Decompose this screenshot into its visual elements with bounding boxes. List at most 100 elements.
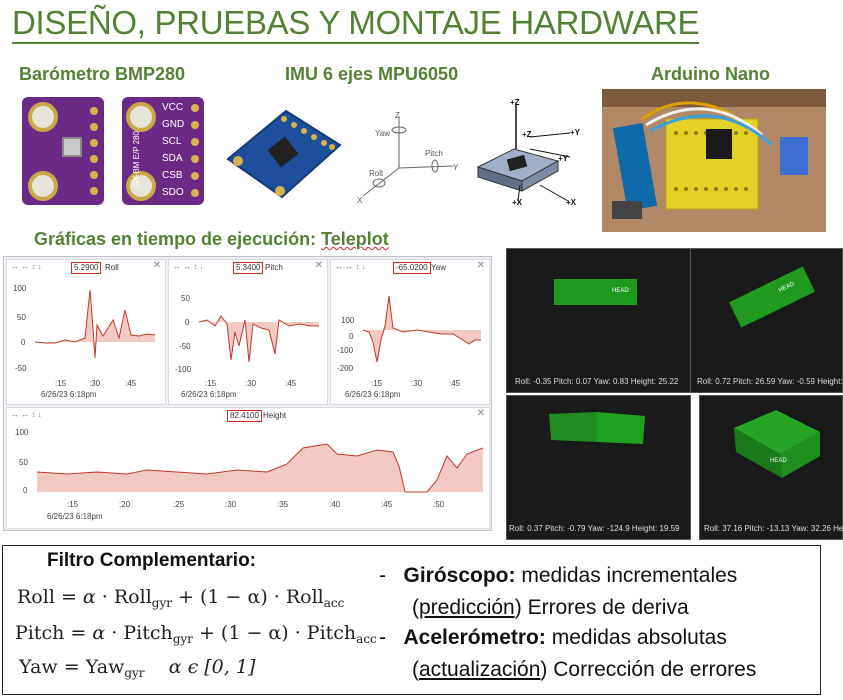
x-tick: :30 xyxy=(411,379,423,388)
y-tick: 0 xyxy=(23,486,28,495)
eq-lhs: Roll xyxy=(17,586,55,608)
plot-toolbar: ↔ ↔ ↕ ↓ ✕ xyxy=(173,260,323,271)
roll-equation: Roll = α · Rollgyr + (1 − α) · Rollacc xyxy=(17,586,345,610)
chip-axis-label: +X xyxy=(512,198,523,207)
y-tick: 0 xyxy=(349,332,354,341)
height-name: Height xyxy=(263,411,287,420)
y-tick: -200 xyxy=(337,364,354,373)
eq-term: Yaw xyxy=(85,656,125,678)
sim-readout: Roll: 0.72 Pitch: 26.59 Yaw: -0.59 Heigh… xyxy=(697,377,843,386)
eq-alpha: α xyxy=(82,586,96,608)
y-tick: -100 xyxy=(337,346,354,355)
plot-date: 6/26/23 6:18pm xyxy=(345,390,401,399)
eq-lhs: Yaw xyxy=(19,656,58,678)
sim-view-2: HEAD Roll: 0.72 Pitch: 26.59 Yaw: -0.59 … xyxy=(690,248,843,393)
head-label: HEAD xyxy=(777,281,796,294)
y-tick: 50 xyxy=(19,458,28,467)
sim-view-4: HEAD Roll: 37.16 Pitch: -13.13 Yaw: 32.2… xyxy=(699,395,843,540)
bmp280-front-image xyxy=(22,97,104,205)
x-tick: :40 xyxy=(329,500,341,509)
plot-toolbar: ↔ ↔ ↕ ↓ ✕ xyxy=(11,408,485,419)
y-tick: 100 xyxy=(13,284,27,293)
axis-label: X xyxy=(357,196,363,205)
yaw-plot-panel: ↔ ↔ ↕ ↓ ✕ -65.0200 Yaw 100 0 -100 -200 :1… xyxy=(330,259,490,405)
head-cube xyxy=(549,412,645,444)
pitch-value: 5.3400 xyxy=(233,262,264,274)
sim-view-3: Roll: 0.37 Pitch: -0.79 Yaw: -124.9 Heig… xyxy=(506,395,691,540)
eq-term: Roll xyxy=(285,586,324,608)
yaw-equation: Yaw = Yawgyr α ϵ [0, 1] xyxy=(19,656,256,680)
pin-label: CSB xyxy=(162,170,183,181)
arduino-photo xyxy=(602,89,826,232)
imu-axes-diagram: Yaw Z Pitch Y Roll X xyxy=(357,111,459,205)
axis-label: Yaw xyxy=(375,129,390,138)
bullet-bold: Acelerómetro: xyxy=(403,626,546,649)
yaw-line-chart xyxy=(363,295,481,363)
page-title: DISEÑO, PRUEBAS Y MONTAJE HARDWARE xyxy=(12,6,700,44)
roll-plot-panel: ↔ ↔ ↕ ↓ ✕ 5.2900 Roll 100 50 0 -50 :15 :3… xyxy=(6,259,166,405)
y-tick: -50 xyxy=(15,364,27,373)
plot-date: 6/26/23 6:18pm xyxy=(41,390,97,399)
teleplot-window: ↔ ↔ ↕ ↓ ✕ 5.2900 Roll 100 50 0 -50 :15 :3… xyxy=(3,256,492,531)
accel-bullet-line2: (actualización) Corrección de errores xyxy=(412,658,757,681)
x-tick: :30 xyxy=(245,379,257,388)
bullet-underlined: actualización xyxy=(419,658,541,681)
pin-label: VCC xyxy=(162,102,184,113)
pitch-name: Pitch xyxy=(265,263,283,272)
eq-sub: acc xyxy=(323,596,345,610)
gyro-bullet-line2: (predicción) Errores de deriva xyxy=(412,596,689,619)
x-tick: :20 xyxy=(119,500,131,509)
accel-bullet: - Acelerómetro: medidas absolutas xyxy=(379,626,727,649)
pitch-plot-panel: ↔ ↔ ↕ ↓ ✕ 5.3400 Pitch 50 0 -50 -100 :15 … xyxy=(168,259,328,405)
plot-date: 6/26/23 6:18pm xyxy=(181,390,237,399)
roll-line-chart xyxy=(35,289,156,359)
x-tick: :45 xyxy=(285,379,297,388)
chip-axis-label: +X xyxy=(566,198,577,207)
head-label: HEAD xyxy=(770,458,787,464)
eq-term: Roll xyxy=(113,586,152,608)
x-tick: :35 xyxy=(277,500,289,509)
complementary-filter-box: Filtro Complementario: Roll = α · Rollgy… xyxy=(2,545,821,695)
filter-title: Filtro Complementario: xyxy=(47,550,257,571)
eq-lhs: Pitch xyxy=(15,622,65,644)
plot-toolbar: ↔ ↔ ↕ ↓ ✕ xyxy=(335,260,485,271)
x-tick: :45 xyxy=(381,500,393,509)
teleplot-link[interactable]: Teleplot xyxy=(321,229,389,249)
head-label: HEAD xyxy=(612,288,629,294)
x-tick: :15 xyxy=(55,379,67,388)
sim-view-1: HEAD Roll: -0.35 Pitch: 0.07 Yaw: 0.83 H… xyxy=(506,248,691,393)
x-tick: :30 xyxy=(89,379,101,388)
head-cube: HEAD xyxy=(729,266,815,328)
chip-axis-label: +Y xyxy=(558,154,569,163)
barometer-heading: Barómetro BMP280 xyxy=(19,64,186,84)
x-tick: :15 xyxy=(67,500,79,509)
y-tick: 100 xyxy=(15,428,29,437)
pin-label: SDA xyxy=(162,153,183,164)
imu-chip-diagram: +Z +Y +X +Z +Y +X xyxy=(476,98,580,207)
head-cube: HEAD xyxy=(554,279,637,305)
plot-date: 6/26/23 6:18pm xyxy=(47,512,103,521)
eq-sub: acc xyxy=(356,632,377,646)
height-plot-panel: ↔ ↔ ↕ ↓ ✕ 82.4100 Height 100 50 0 :15 :20… xyxy=(6,407,490,529)
yaw-name: Yaw xyxy=(431,263,446,272)
chip-axis-label: +Y xyxy=(570,128,580,137)
plots-heading: Gráficas en tiempo de ejecución: Teleplo… xyxy=(34,229,389,250)
axis-label: Y xyxy=(453,163,459,172)
pin-label: SDO xyxy=(162,187,184,198)
gyro-bullet: - Giróscopo: medidas incrementales xyxy=(379,564,738,587)
y-tick: -100 xyxy=(175,365,192,374)
bullet-text: Corrección de errores xyxy=(547,658,757,681)
x-tick: :45 xyxy=(449,379,461,388)
alpha-range: α ϵ [0, 1] xyxy=(168,656,256,678)
y-tick: 100 xyxy=(341,316,355,325)
x-tick: :50 xyxy=(433,500,445,509)
imu-heading: IMU 6 ejes MPU6050 xyxy=(285,64,459,84)
sim-readout: Roll: 0.37 Pitch: -0.79 Yaw: -124.9 Heig… xyxy=(509,524,680,533)
arduino-heading: Arduino Nano xyxy=(651,64,770,84)
x-tick: :30 xyxy=(225,500,237,509)
x-tick: :15 xyxy=(205,379,217,388)
axis-label: Pitch xyxy=(425,149,443,158)
plot-toolbar: ↔ ↔ ↕ ↓ ✕ xyxy=(11,260,161,271)
mpu6050-board-image xyxy=(226,109,342,199)
y-tick: -50 xyxy=(179,342,191,351)
